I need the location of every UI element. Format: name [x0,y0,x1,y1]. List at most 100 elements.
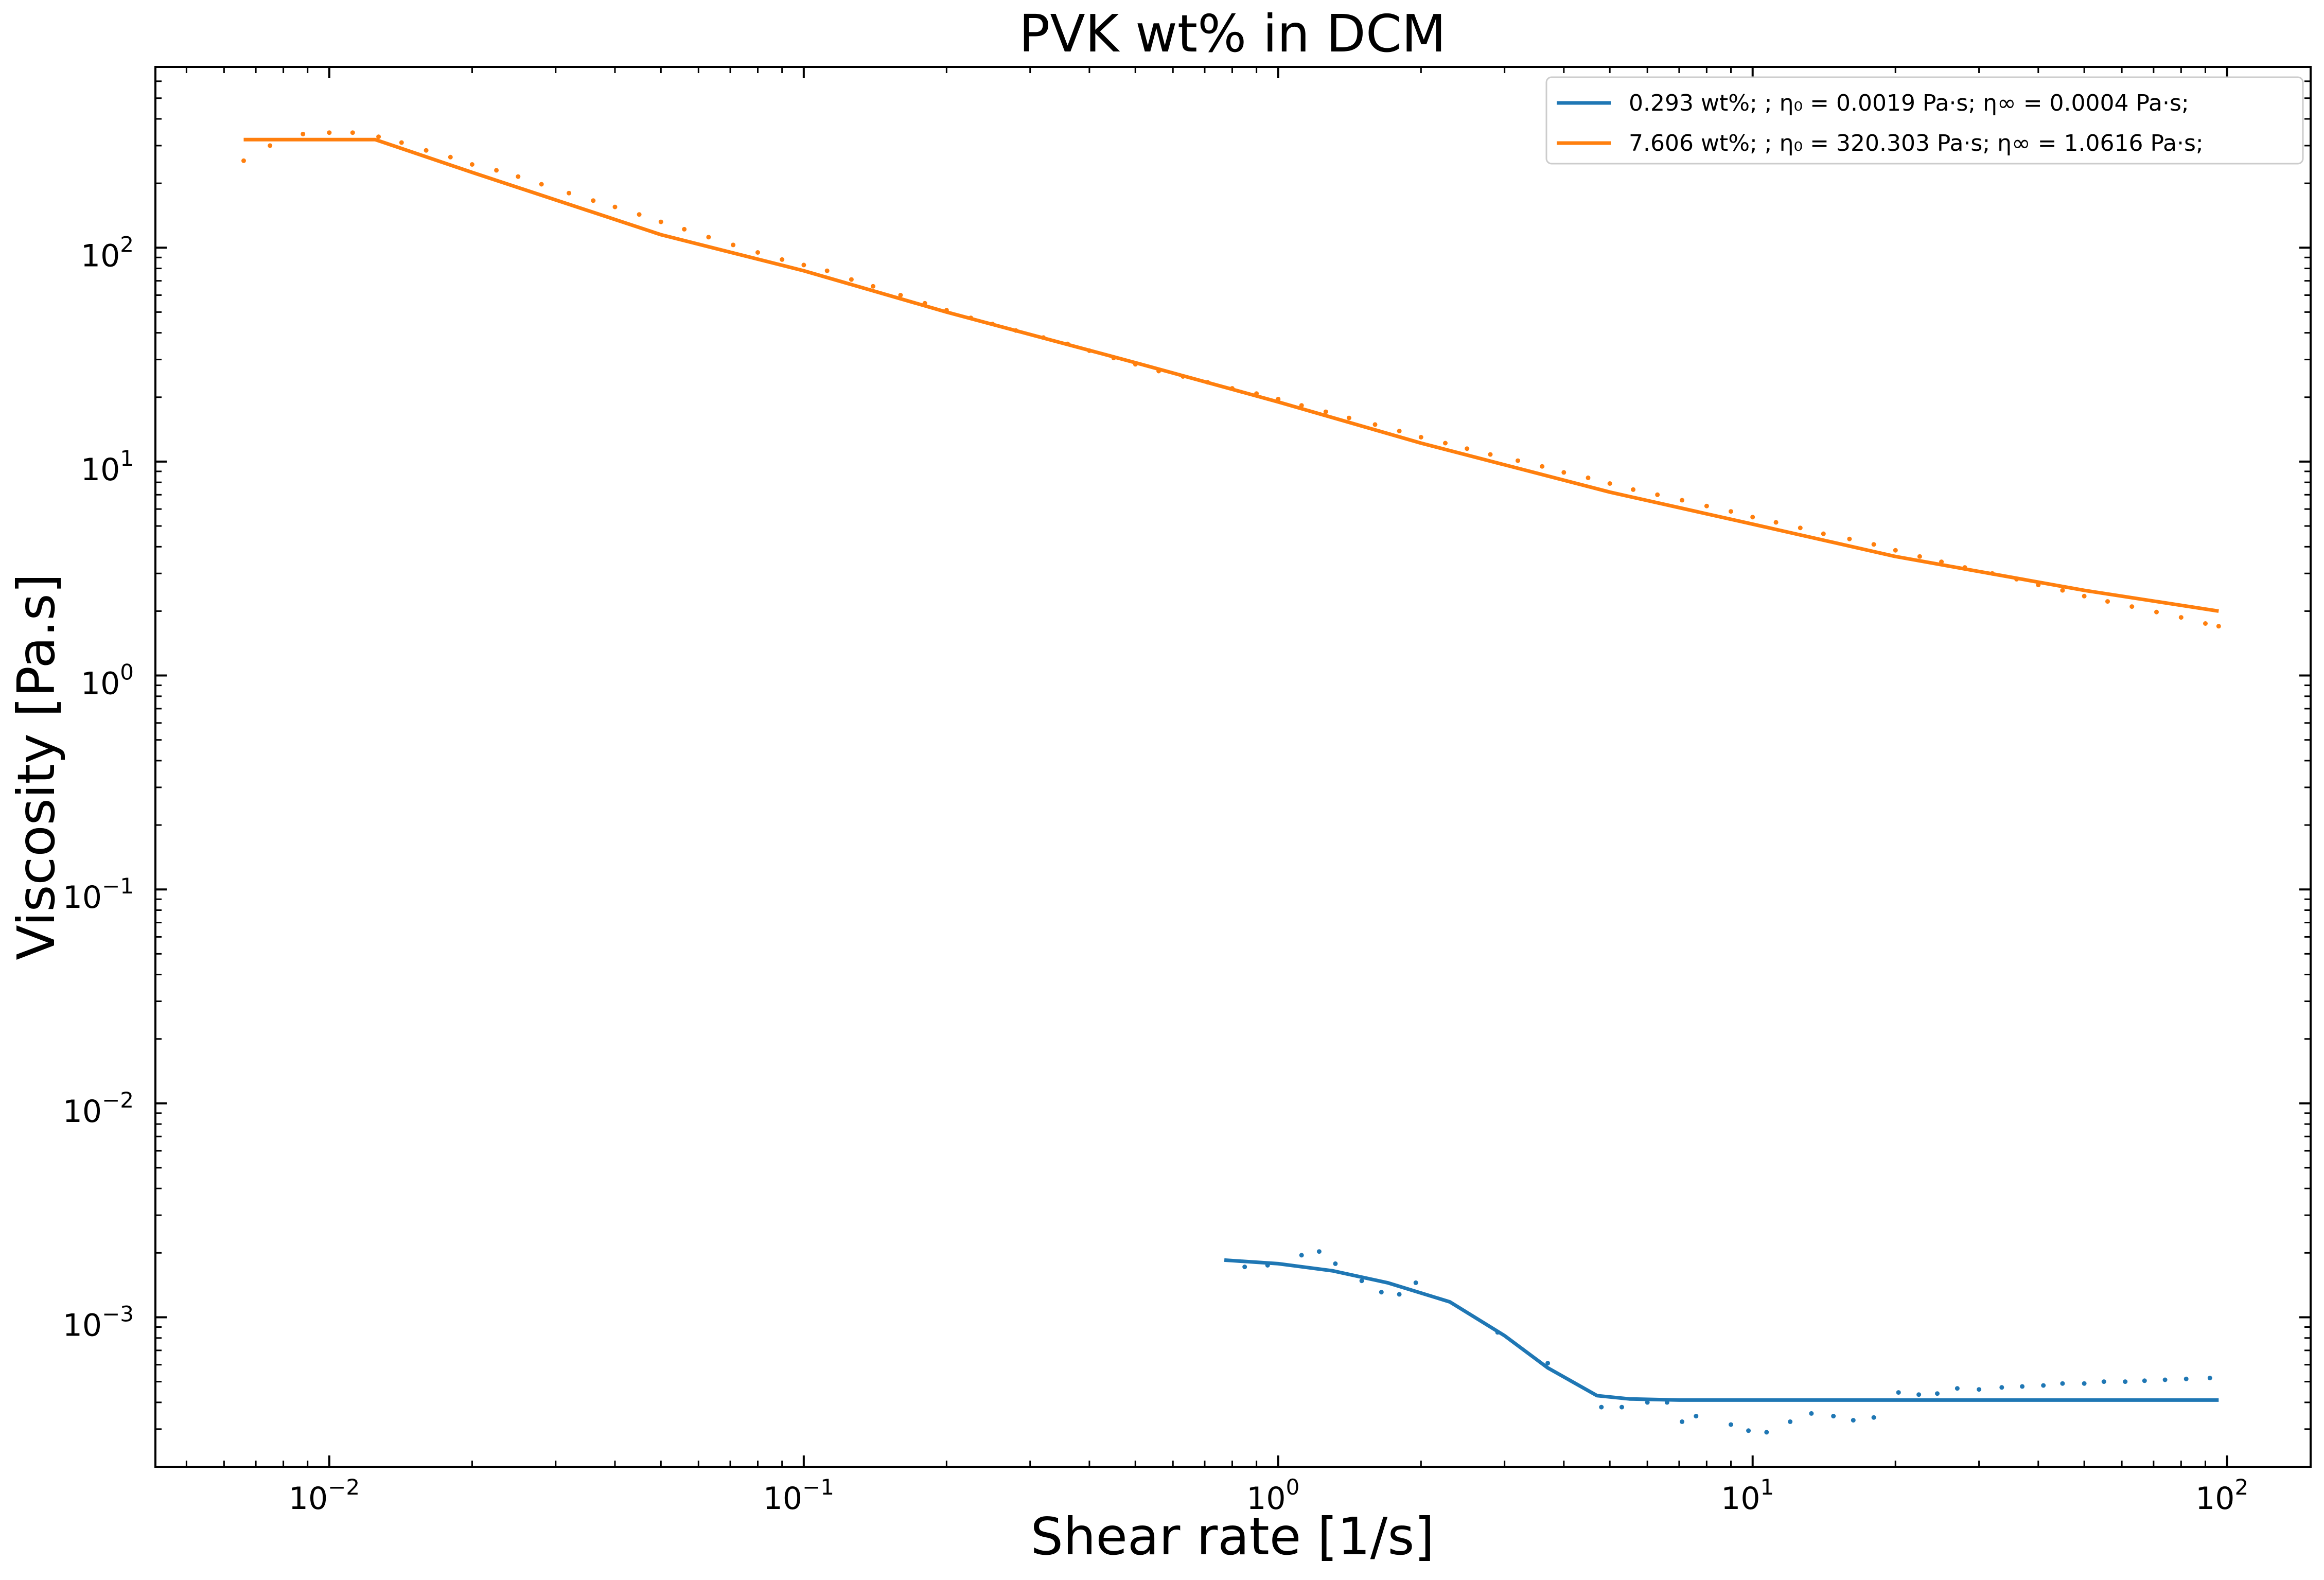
series-1-data-point [849,277,854,282]
series-1-data-point [1111,356,1116,361]
series-1-data-point [469,162,474,167]
series-0-data-point [1851,1418,1856,1423]
series-1-data-point [706,235,711,240]
x-tick-label: 10−2 [289,1474,360,1517]
series-0-data-point [1379,1290,1384,1295]
series-0-data-point [1645,1400,1650,1405]
series-1-data-point [1990,571,1995,576]
series-1-data-point [1847,536,1852,541]
series-1-data-point [301,131,306,136]
series-1-data-point [1133,362,1138,367]
y-tick-label: 10−2 [63,1087,134,1130]
series-1-data-point [801,262,806,268]
series-1-data-point [871,284,876,289]
plot-area [241,130,2221,1435]
series-0-data-point [1746,1428,1751,1433]
series-1-fit-line [243,137,2219,613]
y-tick-label: 102 [81,232,134,274]
series-1-data-point [2082,593,2087,599]
series-0-data-point [2142,1378,2147,1383]
series-1-data-point [424,148,429,153]
series-0-data-point [2020,1384,2025,1389]
series-1-data-point [1013,328,1018,333]
series-1-data-point [241,158,246,163]
x-tick-label: 102 [2195,1474,2248,1517]
series-1-data-point [1962,565,1967,570]
series-0-data-point [1729,1422,1733,1427]
series-0-data-point [1999,1385,2004,1390]
series-0-data-point [1977,1387,1982,1392]
series-1-data-point [1065,341,1070,346]
series-1-data-point [448,154,453,160]
series-0-data-point [1664,1400,1669,1405]
series-0-data-point [1413,1280,1418,1285]
series-1-data-point [1561,470,1566,475]
series-1-data-point [1299,403,1304,408]
series-0-data-point [1955,1386,1960,1391]
series-1-data-point [1893,548,1898,553]
series-0-data-point [1599,1405,1604,1410]
x-axis-label: Shear rate [1/s] [1031,1506,1435,1567]
series-1-data-point [1041,335,1046,340]
series-0-data-point [1831,1414,1836,1419]
series-1-data-point [1631,487,1636,492]
series-0-data-point [1935,1391,1940,1396]
series-0-data-point [1619,1405,1624,1410]
series-1-data-point [1254,391,1259,396]
series-1-data-point [1821,531,1826,536]
series-1-data-point [780,257,785,262]
series-1-data-point [1939,559,1944,565]
series-0-data-point [1359,1278,1364,1284]
series-1-data-point [2178,615,2184,620]
series-0 [1224,1249,2219,1435]
series-1-data-point [898,293,903,297]
series-0-data-point [2041,1383,2046,1388]
series-1-data-point [1871,542,1876,547]
y-axis-label: Viscosity [Pa.s] [6,573,66,960]
series-1-data-point [516,174,521,179]
series-1-data-point [1418,435,1423,440]
x-tick-label: 101 [1721,1474,1774,1517]
series-0-data-point [1397,1292,1402,1297]
series-1-data-point [1346,415,1351,420]
series-1-data-point [1540,464,1545,469]
series-1-data-point [539,182,544,187]
series-0-data-point [1545,1361,1551,1366]
series-1-data-point [658,219,663,224]
plot-frame [154,66,2312,1468]
series-1-data-point [1750,515,1755,520]
x-tick-label: 10−1 [763,1474,834,1517]
series-1 [241,130,2221,629]
series-1-data-point [2014,576,2019,582]
series-1-data-point [1607,481,1612,486]
series-0-data-point [1694,1414,1699,1419]
series-1-data-point [1729,509,1733,514]
series-0-data-point [2184,1376,2189,1381]
series-1-data-point [1773,520,1779,525]
series-1-data-point [1181,374,1186,379]
series-1-data-point [1680,498,1685,503]
series-1-data-point [1397,429,1402,433]
legend-box [1545,76,2304,165]
series-1-data-point [1276,396,1281,401]
series-0-data-point [1299,1253,1304,1258]
series-0-data-point [1680,1419,1685,1424]
series-0-data-point [1788,1419,1793,1424]
legend: 0.293 wt%; ; η₀ = 0.0019 Pa·s; η∞ = 0.00… [1545,76,2304,165]
series-1-data-point [944,308,949,313]
series-1-data-point [1156,368,1161,374]
series-1-data-point [1323,409,1328,414]
series-0-data-point [1265,1263,1270,1268]
y-tick-label: 101 [81,446,134,488]
series-1-data-point [1516,458,1520,463]
y-tick-label: 100 [81,660,134,702]
series-1-data-point [567,190,572,196]
series-1-data-point [1205,380,1210,385]
series-1-data-point [1372,422,1378,427]
series-1-data-point [922,301,927,306]
series-0-data-point [2060,1381,2065,1386]
series-1-data-point [591,198,596,203]
x-tick-label: 100 [1246,1474,1299,1517]
series-1-data-point [376,134,381,139]
